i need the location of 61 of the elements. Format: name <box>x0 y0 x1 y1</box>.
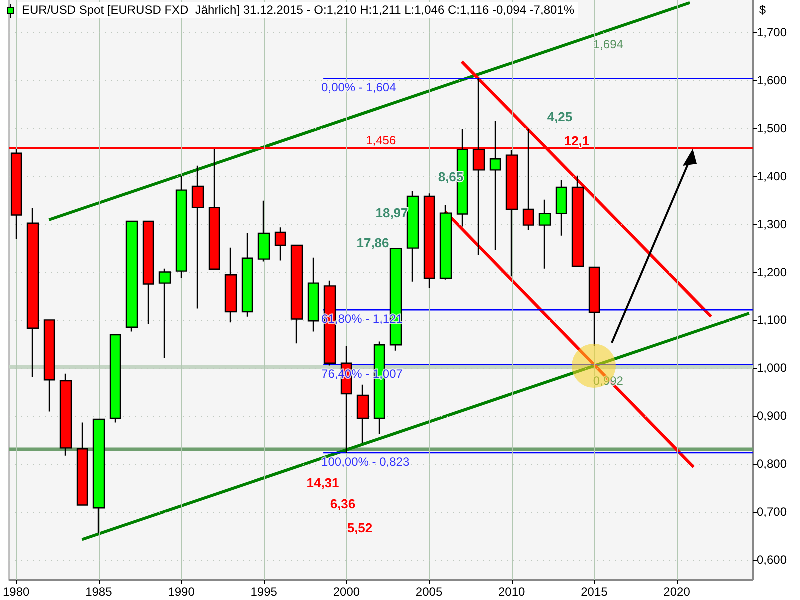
x-tick-label: 1995 <box>250 585 278 599</box>
annotation: 6,36 <box>330 496 356 512</box>
candlestick <box>142 220 154 326</box>
chart-title: EUR/USD Spot [EURUSD FXD Jährlich] 31.12.2015 - O:1,210 H:1,211 L:1,046 C:1,116 -0,094 -7,801% <box>22 3 575 17</box>
candlestick <box>556 180 568 236</box>
candlestick <box>242 232 254 318</box>
candlestick <box>26 207 40 378</box>
y-tick-label: 0,900 <box>757 409 788 424</box>
y-tick-label: 1,100 <box>757 313 788 328</box>
candlestick <box>10 148 22 240</box>
candlestick <box>44 320 56 412</box>
candlestick <box>192 165 204 310</box>
candlestick <box>92 418 106 534</box>
x-tick-label: 2020 <box>664 585 691 599</box>
candlestick <box>126 220 138 332</box>
annotation: 1,694 <box>593 37 624 52</box>
candlestick <box>424 193 436 290</box>
y-tick-label: 0,800 <box>757 457 788 471</box>
candlestick <box>158 268 172 360</box>
y-tick-label: 1,600 <box>757 74 788 88</box>
candlestick <box>308 257 320 332</box>
y-tick-label: 0,700 <box>757 504 788 519</box>
annotation: 0,992 <box>593 374 624 388</box>
x-tick-label: 1985 <box>86 585 113 599</box>
series-label: 0,00% - 1,604 <box>322 80 397 95</box>
candlestick <box>258 200 270 262</box>
candlestick <box>224 247 238 324</box>
annotation: 5,52 <box>347 520 373 536</box>
candlestick <box>406 190 420 282</box>
candlestick <box>490 120 502 251</box>
x-tick-label: 2010 <box>498 585 526 599</box>
candlestick <box>440 204 452 281</box>
candlestick <box>588 266 600 347</box>
x-tick-label: 2005 <box>416 585 443 599</box>
candlestick <box>290 244 304 344</box>
y-tick-label: 1,200 <box>757 265 788 280</box>
candlestick <box>76 422 88 506</box>
ref-line-label: 1,456 <box>366 134 396 148</box>
annotation: 14,31 <box>306 476 340 490</box>
annotation: 4,25 <box>547 110 573 124</box>
y-tick-label: 1,700 <box>757 26 788 40</box>
candlestick <box>572 175 584 268</box>
x-tick-label: 2015 <box>581 585 608 599</box>
candlestick <box>538 199 552 270</box>
candlestick <box>274 227 286 262</box>
y-tick-label: 0,600 <box>757 552 788 567</box>
annotation: 17,86 <box>356 236 390 250</box>
x-tick-label: 1980 <box>2 585 30 599</box>
annotation: 12,1 <box>564 134 590 148</box>
series-label: 100,00% - 0,823 <box>322 454 410 469</box>
y-tick-label: 1,500 <box>757 121 788 136</box>
y-axis-title: $ <box>759 3 766 17</box>
candlestick <box>356 384 370 444</box>
candlestick <box>60 373 72 456</box>
candlestick <box>176 175 188 280</box>
candlestick <box>110 334 122 424</box>
y-tick-label: 1,400 <box>757 169 788 184</box>
y-tick-label: 1,300 <box>757 217 788 232</box>
x-tick-label: 1990 <box>168 585 196 599</box>
x-tick-label: 2000 <box>333 585 360 599</box>
y-tick-label: 1,000 <box>757 361 788 376</box>
